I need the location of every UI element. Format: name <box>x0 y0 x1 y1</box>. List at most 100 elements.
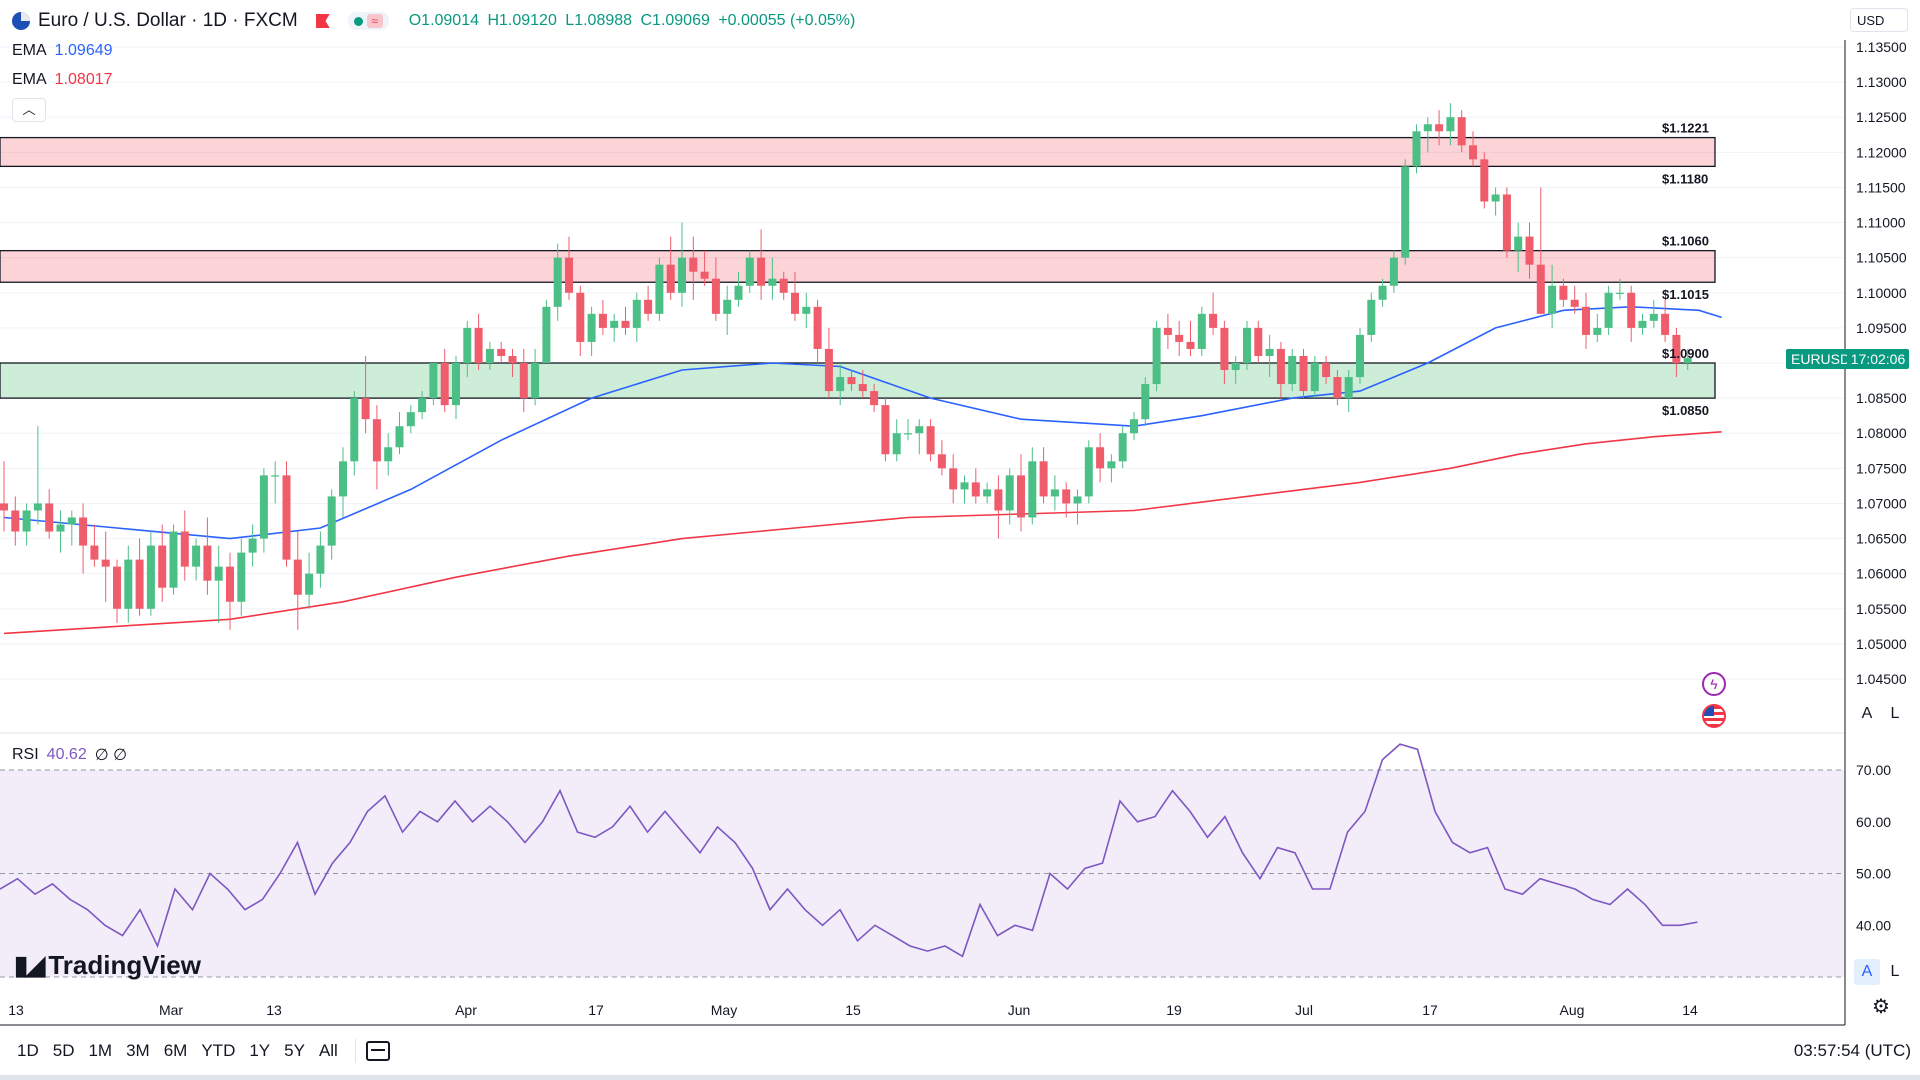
candle-body <box>1028 461 1037 518</box>
rsi-auto-scale-button[interactable]: A <box>1854 959 1880 985</box>
price-tick-label: 1.05500 <box>1856 601 1907 617</box>
tradingview-logo[interactable]: ▮◢ TradingView <box>14 950 201 981</box>
time-tick-label: 19 <box>1166 1002 1182 1018</box>
candle <box>395 412 404 455</box>
calendar-range-icon[interactable] <box>365 1041 390 1061</box>
candle <box>926 419 935 462</box>
market-closed-flag-icon[interactable] <box>315 14 330 28</box>
candle-body <box>1649 313 1658 321</box>
utc-clock[interactable]: 03:57:54 (UTC) <box>1793 1041 1911 1060</box>
candle-body <box>474 327 483 363</box>
timeframe-1d[interactable]: 1D <box>17 1041 39 1060</box>
candle-body <box>395 426 404 448</box>
timeframe-1y[interactable]: 1Y <box>249 1041 271 1060</box>
candle <box>497 341 506 363</box>
tradingview-logo-icon: ▮◢ <box>14 950 45 980</box>
candle-body <box>226 566 234 602</box>
candle <box>813 299 822 363</box>
candle <box>881 398 890 462</box>
candle <box>1220 320 1229 385</box>
symbol-title[interactable]: Euro / U.S. Dollar · 1D · FXCM <box>38 10 298 31</box>
candle <box>768 257 777 300</box>
candle-body <box>881 405 890 455</box>
candle <box>508 348 517 378</box>
bottom-toolbar: 1D 5D 1M 3M 6M YTD 1Y 5Y All 03:57:54 (UTC) <box>0 1026 1920 1076</box>
rsi-tick-label: 60.00 <box>1856 814 1891 830</box>
currency-selector[interactable]: USD <box>1850 8 1908 32</box>
market-open-dot-icon <box>353 16 363 26</box>
symbol-legend[interactable]: Euro / U.S. Dollar · 1D · FXCM ≈ O1.0901… <box>12 10 859 32</box>
rsi-legend[interactable]: RSI 40.62 ∅ ∅ <box>12 745 127 765</box>
ema-fast-legend[interactable]: EMA 1.09649 <box>12 42 113 60</box>
rsi-log-scale-button[interactable]: L <box>1882 959 1908 985</box>
toolbar-separator <box>354 1039 356 1063</box>
collapse-legend-button[interactable]: ︿ <box>12 98 46 122</box>
candle-body <box>1276 348 1285 385</box>
candle <box>1627 285 1636 342</box>
timeframe-all[interactable]: All <box>318 1041 338 1060</box>
candle <box>779 271 788 300</box>
lightning-icon[interactable]: ϟ <box>1702 672 1726 696</box>
timeframe-1m[interactable]: 1M <box>88 1041 113 1060</box>
timeframe-3m[interactable]: 3M <box>126 1041 150 1060</box>
candle <box>316 531 325 588</box>
candle <box>531 348 540 406</box>
candle-body <box>214 566 223 581</box>
price-tick-label: 1.13000 <box>1856 74 1907 90</box>
us-flag-icon[interactable] <box>1702 704 1726 728</box>
timeframe-6m[interactable]: 6M <box>163 1041 188 1060</box>
candle-body <box>1661 313 1670 335</box>
price-tick-label: 1.09500 <box>1856 320 1907 336</box>
candle <box>1186 320 1195 356</box>
rsi-axis-ticks[interactable]: 70.00 60.00 50.00 40.00 <box>1856 762 1891 933</box>
candle-body <box>1333 377 1342 399</box>
timeframe-ytd[interactable]: YTD <box>201 1041 236 1060</box>
candle <box>711 257 720 321</box>
time-axis-ticks[interactable]: 13 Mar 13 Apr 17 May 15 Jun 19 Jul 17 Aug 14 <box>8 1002 1698 1018</box>
timeframe-5d[interactable]: 5D <box>52 1041 75 1060</box>
price-axis-ticks[interactable]: 1.13500 1.13000 1.12500 1.12000 1.11500 1.110… <box>1856 39 1907 687</box>
price-tick-label: 1.06000 <box>1856 566 1907 582</box>
time-tick-label: Jul <box>1295 1002 1313 1018</box>
candle <box>937 440 946 476</box>
status-pill[interactable]: ≈ <box>347 12 389 30</box>
candle-body <box>1593 327 1602 335</box>
price-tick-label: 1.10500 <box>1856 250 1907 266</box>
candle <box>113 559 121 623</box>
candle <box>169 524 178 595</box>
candle-body <box>904 433 912 435</box>
candle-body <box>372 419 381 462</box>
candle <box>1276 341 1285 399</box>
candle-body <box>531 363 540 399</box>
timeframe-5y[interactable]: 5Y <box>284 1041 305 1060</box>
candle-body <box>33 503 42 511</box>
time-tick-label: May <box>711 1002 737 1018</box>
ema-slow-legend[interactable]: EMA 1.08017 <box>12 71 113 89</box>
candle <box>576 285 585 356</box>
candle-body <box>1559 285 1568 300</box>
low-value: L1.08988 <box>565 12 633 29</box>
candle <box>1649 299 1658 328</box>
support-zone <box>0 362 1716 399</box>
ema-slow-value: 1.08017 <box>54 71 113 88</box>
candle <box>22 503 31 546</box>
candle <box>406 405 415 434</box>
gear-icon[interactable]: ⚙ <box>1872 996 1890 1018</box>
candle-body <box>553 257 562 307</box>
symbol-price-badge: EURUSD <box>1786 349 1856 369</box>
log-scale-button[interactable]: L <box>1882 701 1908 727</box>
candle <box>1661 299 1670 342</box>
candle <box>791 271 799 321</box>
candle <box>1548 264 1557 328</box>
candle <box>45 489 54 539</box>
candle-body <box>1322 363 1331 378</box>
candle <box>384 433 393 476</box>
candle-body <box>384 447 393 462</box>
auto-scale-button[interactable]: A <box>1854 701 1880 727</box>
price-tick-label: 1.11500 <box>1856 179 1906 195</box>
candle <box>1073 489 1082 525</box>
candle-body <box>271 475 280 477</box>
price-tick-label: 1.07500 <box>1856 460 1907 476</box>
candle-body <box>565 257 573 293</box>
